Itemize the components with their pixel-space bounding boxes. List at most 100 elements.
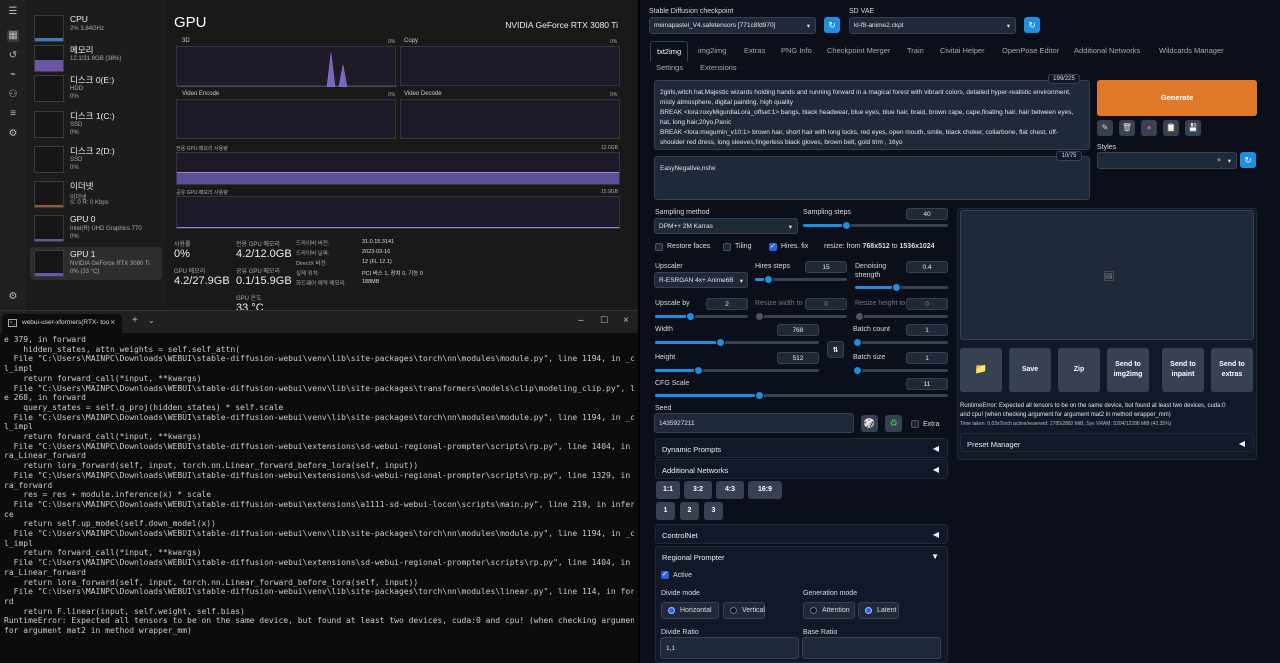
active-checkbox[interactable] [661,570,669,579]
batch-count-input[interactable]: 1 [906,324,948,336]
resize-width-input[interactable]: 0 [805,298,847,310]
show-extra-networks-icon[interactable]: ● [1141,120,1157,136]
upscaler-dropdown[interactable]: R-ESRGAN 4x+ Anime6B ▾ [654,272,748,288]
tab-additional-networks[interactable]: Additional Networks [1074,46,1141,55]
aspect-ratio-button[interactable]: 16:9 [748,481,782,499]
dynamic-prompts-accordion[interactable]: Dynamic Prompts ◀ [655,438,948,458]
batch-size-input[interactable]: 1 [906,352,948,364]
recycle-icon[interactable]: ♻ [885,415,902,432]
terminal-output[interactable]: e 379, in forward hidden_states, attn_we… [4,335,634,636]
hires-steps-slider[interactable] [755,275,847,284]
refresh-icon[interactable]: ↻ [1024,17,1040,33]
batch-size-slider[interactable] [853,366,948,375]
tab-settings[interactable]: Settings [656,63,684,72]
history-icon[interactable]: ↺ [8,50,18,61]
height-input[interactable]: 512 [777,352,819,364]
width-input[interactable]: 768 [777,324,819,336]
sampling-method-dropdown[interactable]: DPM++ 2M Karras ▾ [654,218,798,234]
open-folder-icon[interactable]: 📁 [960,348,1002,392]
hires-steps-input[interactable]: 15 [805,261,847,273]
tab-png-info[interactable]: PNG Info [781,46,812,55]
clear-icon[interactable]: × [1217,157,1221,164]
resize-width-slider[interactable] [755,312,847,321]
base-ratio-input[interactable] [802,637,941,659]
hires-fix-checkbox[interactable] [769,242,777,251]
resize-height-slider[interactable] [855,312,948,321]
tab-checkpoint-merger[interactable]: Checkpoint Merger [827,46,891,55]
width-slider[interactable] [655,338,819,347]
resource-item-cpu[interactable]: CPU 2% 3.84GHz [30,12,162,45]
chevron-down-icon[interactable]: ⌄ [148,316,155,325]
sampling-steps-input[interactable]: 40 [906,208,948,220]
resize-height-input[interactable]: 0 [906,298,948,310]
batch-preset-button[interactable]: 2 [680,502,699,520]
batch-count-slider[interactable] [853,338,948,347]
trash-icon[interactable]: 🗑 [1119,120,1135,136]
performance-icon[interactable]: ▦ [7,30,19,42]
horizontal-radio[interactable]: Horizontal [661,602,719,619]
cfg-scale-slider[interactable] [655,391,948,400]
resource-item-disk-2[interactable]: 디스크 2(D:) SSD 0% [30,143,162,176]
new-tab-icon[interactable]: + [132,315,138,326]
tiling-checkbox[interactable] [723,243,731,251]
controlnet-accordion[interactable]: ControlNet ◀ [655,524,948,544]
terminal-tab[interactable]: >_ webui-user-xformers(RTX- too × [2,314,122,333]
vae-dropdown[interactable]: kl-f8-anime2.ckpt ▾ [849,17,1016,34]
save-style-icon[interactable]: 💾 [1185,120,1201,136]
send-to-extras-button[interactable]: Send to extras [1211,348,1253,392]
startup-icon[interactable]: ⌁ [9,69,17,80]
height-slider[interactable] [655,366,819,375]
swap-dimensions-icon[interactable]: ⇅ [827,341,844,358]
cfg-scale-input[interactable]: 11 [906,378,948,390]
hamburger-icon[interactable]: ☰ [8,6,18,17]
batch-preset-button[interactable]: 1 [656,502,675,520]
services-icon[interactable]: ⚙ [8,128,18,139]
tab-txt2img[interactable]: txt2img [650,41,689,62]
generate-button[interactable]: Generate [1097,80,1257,116]
tab-civitai-helper[interactable]: Civitai Helper [940,46,985,55]
pencil-icon[interactable]: ✎ [1097,120,1113,136]
aspect-ratio-button[interactable]: 1:1 [656,481,680,499]
aspect-ratio-button[interactable]: 4:3 [716,481,744,499]
denoising-slider[interactable] [855,283,948,292]
resource-item-gpu-0[interactable]: GPU 0 Intel(R) UHD Graphics 770 0% [30,212,162,245]
maximize-icon[interactable]: ☐ [600,315,609,325]
styles-dropdown[interactable]: × ▾ [1097,152,1237,169]
tab-train[interactable]: Train [907,46,924,55]
close-tab-icon[interactable]: × [110,317,116,327]
tab-img2img[interactable]: img2img [698,46,727,55]
extra-seed-checkbox[interactable] [911,420,919,428]
send-to-inpaint-button[interactable]: Send to inpaint [1162,348,1204,392]
send-to-img2img-button[interactable]: Send to img2img [1107,348,1149,392]
resource-item-ethernet[interactable]: 이더넷 이더넷 S: 0 R: 0 Kbps [30,178,162,211]
tab-openpose-editor[interactable]: OpenPose Editor [1002,46,1060,55]
latent-radio[interactable]: Latent [858,602,899,619]
settings-icon[interactable]: ⚙ [8,291,18,302]
aspect-ratio-button[interactable]: 3:2 [684,481,712,499]
seed-input[interactable]: 1435927211 [654,413,854,433]
clipboard-icon[interactable]: 📋 [1163,120,1179,136]
resource-item-disk-1[interactable]: 디스크 1(C:) SSD 0% [30,108,162,141]
negative-prompt-textarea[interactable]: EasyNegative,nsfw [654,156,1090,200]
vertical-radio[interactable]: Vertical [723,602,765,619]
tab-wildcards-manager[interactable]: Wildcards Manager [1159,46,1224,55]
sampling-steps-slider[interactable] [803,221,948,230]
resource-item-disk-0[interactable]: 디스크 0(E:) HDD 0% [30,72,162,105]
restore-faces-checkbox[interactable] [655,243,663,251]
denoising-input[interactable]: 0.4 [906,261,948,273]
upscale-by-input[interactable]: 2 [706,298,748,310]
tab-extras[interactable]: Extras [744,46,766,55]
zip-button[interactable]: Zip [1058,348,1100,392]
divide-ratio-input[interactable]: 1,1 [660,637,799,659]
batch-preset-button[interactable]: 3 [704,502,723,520]
refresh-icon[interactable]: ↻ [824,17,840,33]
tab-extensions[interactable]: Extensions [700,63,737,72]
prompt-textarea[interactable]: 2girls,witch hat,Majestic wizards holdin… [654,80,1090,150]
users-icon[interactable]: ⚇ [8,89,18,100]
save-button[interactable]: Save [1009,348,1051,392]
resource-item-memory[interactable]: 메모리 12.1/31.8GB (38%) [30,42,162,75]
upscale-by-slider[interactable] [655,312,748,321]
output-image-area[interactable]: 🖼 [960,210,1254,340]
resource-item-gpu-1[interactable]: GPU 1 NVIDIA GeForce RTX 3080 Ti 0% (33 … [30,247,162,280]
dice-icon[interactable]: 🎲 [861,415,878,432]
